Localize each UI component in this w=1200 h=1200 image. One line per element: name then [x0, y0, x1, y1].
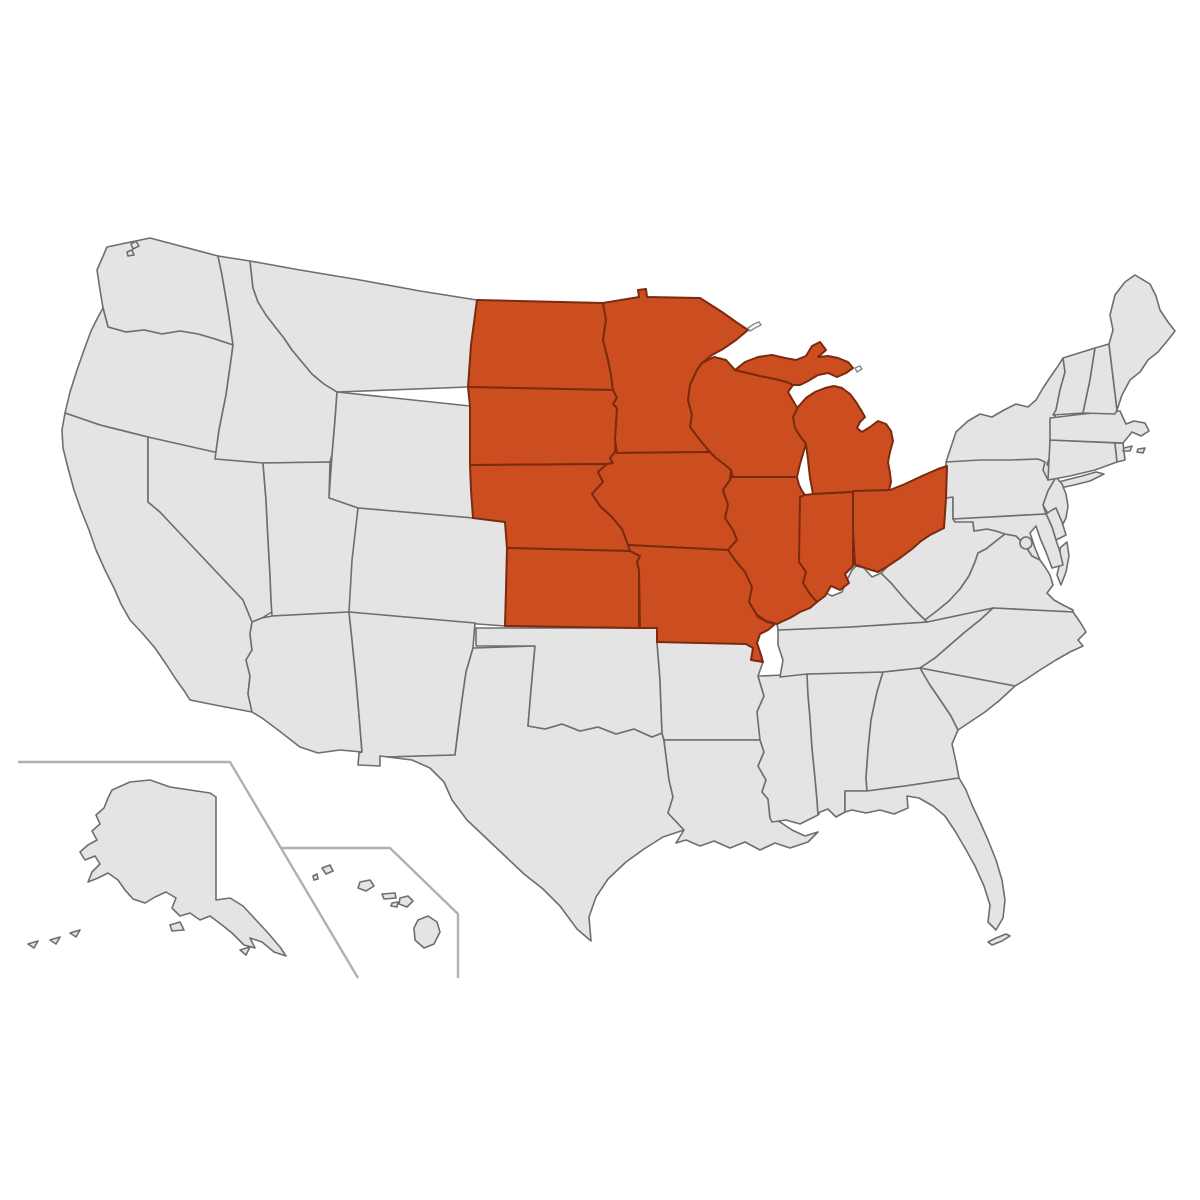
state-ohio[interactable] [852, 465, 948, 573]
state-michigan[interactable] [734, 341, 894, 495]
state-colorado[interactable] [348, 507, 508, 627]
state-connecticut[interactable] [1047, 439, 1118, 481]
state-kansas[interactable] [504, 547, 641, 629]
state-district-of-columbia[interactable] [1019, 536, 1033, 550]
state-arizona[interactable] [245, 611, 363, 754]
isle-royale-island [747, 321, 763, 332]
state-maine[interactable] [1108, 274, 1176, 411]
state-maryland[interactable] [952, 513, 1064, 569]
state-south-carolina[interactable] [919, 667, 1016, 731]
state-indiana[interactable] [798, 491, 854, 603]
state-arkansas[interactable] [656, 641, 767, 741]
state-north-dakota[interactable] [467, 299, 614, 391]
lake-huron-island [854, 365, 863, 373]
hawaii-inset-frame [281, 846, 460, 978]
state-pennsylvania[interactable] [945, 451, 1057, 520]
state-hawaii[interactable] [312, 864, 441, 949]
state-alaska[interactable] [27, 779, 287, 957]
state-south-dakota[interactable] [467, 386, 618, 466]
state-florida[interactable] [844, 777, 1011, 946]
state-wyoming[interactable] [328, 391, 474, 519]
state-north-carolina[interactable] [919, 607, 1087, 687]
alaska-inset-frame [18, 760, 360, 979]
state-rhode-island[interactable] [1114, 442, 1126, 463]
state-montana[interactable] [249, 260, 478, 393]
